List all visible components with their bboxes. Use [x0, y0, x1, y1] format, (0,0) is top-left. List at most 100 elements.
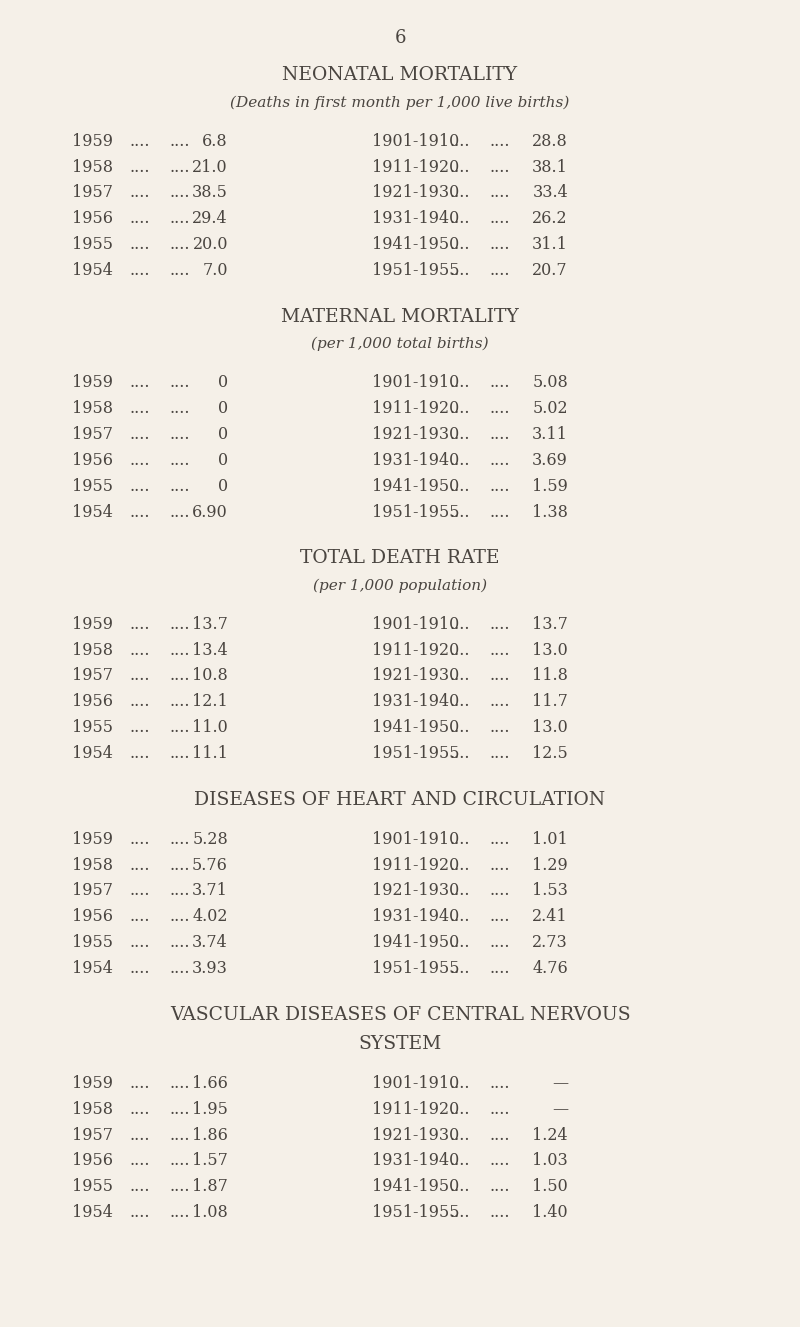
Text: ....: ....: [130, 744, 150, 762]
Text: ....: ....: [490, 693, 510, 710]
Text: 1.87: 1.87: [192, 1178, 228, 1196]
Text: ....: ....: [170, 1127, 190, 1144]
Text: ....: ....: [490, 236, 510, 253]
Text: 1957: 1957: [72, 184, 113, 202]
Text: 5.02: 5.02: [532, 399, 568, 417]
Text: 1958: 1958: [72, 399, 113, 417]
Text: 1959: 1959: [72, 831, 113, 848]
Text: 1958: 1958: [72, 856, 113, 873]
Text: ....: ....: [450, 133, 470, 150]
Text: 1955: 1955: [72, 719, 113, 736]
Text: ....: ....: [130, 374, 150, 391]
Text: 1911-1920: 1911-1920: [372, 1100, 459, 1117]
Text: 1957: 1957: [72, 1127, 113, 1144]
Text: ....: ....: [450, 1178, 470, 1196]
Text: 1.01: 1.01: [532, 831, 568, 848]
Text: ....: ....: [450, 719, 470, 736]
Text: ....: ....: [490, 908, 510, 925]
Text: ....: ....: [130, 959, 150, 977]
Text: ....: ....: [450, 831, 470, 848]
Text: ....: ....: [450, 451, 470, 468]
Text: SYSTEM: SYSTEM: [358, 1035, 442, 1054]
Text: 1955: 1955: [72, 478, 113, 495]
Text: 1956: 1956: [72, 693, 113, 710]
Text: ....: ....: [170, 1205, 190, 1221]
Text: 1941-1950: 1941-1950: [372, 478, 459, 495]
Text: 0: 0: [218, 399, 228, 417]
Text: 1911-1920: 1911-1920: [372, 856, 459, 873]
Text: ....: ....: [490, 882, 510, 900]
Text: 11.8: 11.8: [532, 667, 568, 685]
Text: ....: ....: [170, 426, 190, 443]
Text: ....: ....: [170, 959, 190, 977]
Text: ....: ....: [130, 236, 150, 253]
Text: 33.4: 33.4: [532, 184, 568, 202]
Text: 12.1: 12.1: [192, 693, 228, 710]
Text: 1.24: 1.24: [532, 1127, 568, 1144]
Text: 1921-1930: 1921-1930: [372, 426, 459, 443]
Text: 1931-1940: 1931-1940: [372, 1152, 459, 1169]
Text: ....: ....: [130, 1100, 150, 1117]
Text: ....: ....: [450, 478, 470, 495]
Text: ....: ....: [450, 667, 470, 685]
Text: ....: ....: [490, 667, 510, 685]
Text: ....: ....: [450, 744, 470, 762]
Text: 6: 6: [394, 29, 406, 48]
Text: 1931-1940: 1931-1940: [372, 693, 459, 710]
Text: ....: ....: [490, 261, 510, 279]
Text: ....: ....: [490, 641, 510, 658]
Text: 1.50: 1.50: [532, 1178, 568, 1196]
Text: ....: ....: [170, 184, 190, 202]
Text: ....: ....: [490, 503, 510, 520]
Text: 0: 0: [218, 451, 228, 468]
Text: 1921-1930: 1921-1930: [372, 1127, 459, 1144]
Text: ....: ....: [450, 503, 470, 520]
Text: (per 1,000 population): (per 1,000 population): [313, 579, 487, 593]
Text: 1901-1910: 1901-1910: [372, 133, 459, 150]
Text: 3.74: 3.74: [192, 934, 228, 951]
Text: 5.28: 5.28: [192, 831, 228, 848]
Text: 1958: 1958: [72, 1100, 113, 1117]
Text: ....: ....: [170, 744, 190, 762]
Text: 1901-1910: 1901-1910: [372, 374, 459, 391]
Text: ....: ....: [170, 1075, 190, 1092]
Text: ....: ....: [130, 1127, 150, 1144]
Text: ....: ....: [170, 159, 190, 175]
Text: 21.0: 21.0: [192, 159, 228, 175]
Text: ....: ....: [450, 399, 470, 417]
Text: ....: ....: [170, 719, 190, 736]
Text: ....: ....: [130, 882, 150, 900]
Text: ....: ....: [490, 1075, 510, 1092]
Text: 1941-1950: 1941-1950: [372, 1178, 459, 1196]
Text: 1959: 1959: [72, 616, 113, 633]
Text: 1954: 1954: [72, 261, 113, 279]
Text: ....: ....: [130, 1152, 150, 1169]
Text: ....: ....: [450, 374, 470, 391]
Text: ....: ....: [170, 503, 190, 520]
Text: 1931-1940: 1931-1940: [372, 451, 459, 468]
Text: ....: ....: [170, 236, 190, 253]
Text: 1956: 1956: [72, 451, 113, 468]
Text: 5.08: 5.08: [532, 374, 568, 391]
Text: 1.08: 1.08: [192, 1205, 228, 1221]
Text: ....: ....: [130, 133, 150, 150]
Text: ....: ....: [170, 211, 190, 227]
Text: 20.0: 20.0: [193, 236, 228, 253]
Text: 1959: 1959: [72, 133, 113, 150]
Text: ....: ....: [490, 856, 510, 873]
Text: 29.4: 29.4: [192, 211, 228, 227]
Text: ....: ....: [490, 719, 510, 736]
Text: 2.41: 2.41: [532, 908, 568, 925]
Text: 1901-1910: 1901-1910: [372, 831, 459, 848]
Text: ....: ....: [490, 133, 510, 150]
Text: 1921-1930: 1921-1930: [372, 184, 459, 202]
Text: ....: ....: [490, 1152, 510, 1169]
Text: ....: ....: [130, 831, 150, 848]
Text: 6.90: 6.90: [192, 503, 228, 520]
Text: 1951-1955: 1951-1955: [372, 503, 459, 520]
Text: ....: ....: [450, 856, 470, 873]
Text: ....: ....: [490, 934, 510, 951]
Text: ....: ....: [170, 374, 190, 391]
Text: ....: ....: [130, 261, 150, 279]
Text: ....: ....: [130, 908, 150, 925]
